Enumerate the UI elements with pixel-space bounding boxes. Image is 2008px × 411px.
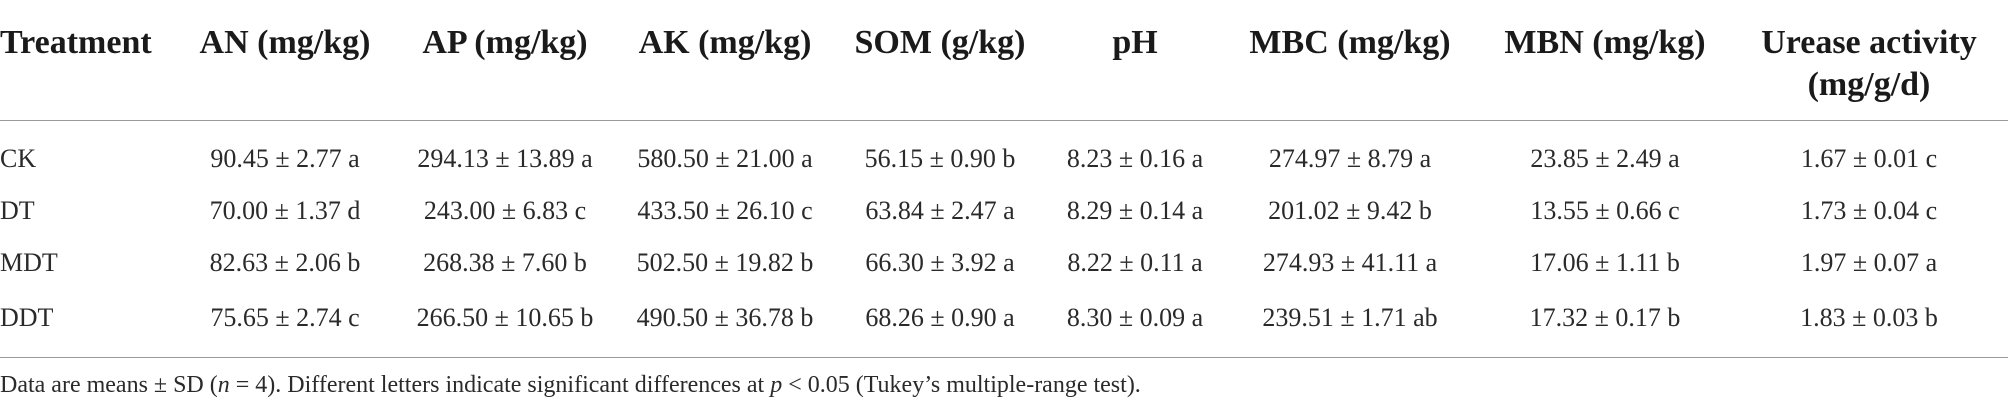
- cell-som: 56.15 ± 0.90 b: [864, 144, 1016, 173]
- cell-ak: 580.50 ± 21.00 a: [637, 144, 813, 173]
- data-table-container: Treatment AN (mg/kg) AP (mg/kg) AK (mg/k…: [0, 0, 2008, 358]
- header-treatment: Treatment: [0, 0, 180, 121]
- footnote-text-3: < 0.05 (Tukey’s multiple-range test).: [782, 372, 1141, 398]
- table-body: CK 90.45 ± 2.77 a 294.13 ± 13.89 a 580.5…: [0, 121, 2008, 358]
- cell-ph: 8.29 ± 0.14 a: [1066, 196, 1204, 225]
- table-footnote: Data are means ± SD (n = 4). Different l…: [0, 370, 1141, 400]
- table-row: DDT 75.65 ± 2.74 c 266.50 ± 10.65 b 490.…: [0, 289, 2008, 358]
- cell-ak: 502.50 ± 19.82 b: [636, 248, 814, 277]
- cell-treatment: CK: [0, 144, 37, 173]
- cell-an: 70.00 ± 1.37 d: [209, 196, 361, 225]
- cell-ak: 433.50 ± 26.10 c: [637, 196, 813, 225]
- table-row: MDT 82.63 ± 2.06 b 268.38 ± 7.60 b 502.5…: [0, 237, 2008, 289]
- header-ap: AP (mg/kg): [390, 0, 620, 121]
- cell-mbn: 23.85 ± 2.49 a: [1530, 144, 1680, 173]
- cell-ap: 294.13 ± 13.89 a: [417, 144, 593, 173]
- header-urease: Urease activity (mg/g/d): [1730, 0, 2008, 121]
- cell-ph: 8.22 ± 0.11 a: [1067, 248, 1203, 277]
- table-row: CK 90.45 ± 2.77 a 294.13 ± 13.89 a 580.5…: [0, 121, 2008, 186]
- cell-treatment: DT: [0, 196, 35, 225]
- cell-mbc: 239.51 ± 1.71 ab: [1220, 289, 1480, 358]
- cell-ph: 8.23 ± 0.16 a: [1066, 144, 1204, 173]
- cell-mbc: 201.02 ± 9.42 b: [1268, 196, 1432, 225]
- header-ph: pH: [1050, 0, 1220, 121]
- cell-an: 90.45 ± 2.77 a: [210, 144, 360, 173]
- footnote-n-symbol: n: [217, 372, 230, 398]
- cell-som: 68.26 ± 0.90 a: [830, 289, 1050, 358]
- table-row: DT 70.00 ± 1.37 d 243.00 ± 6.83 c 433.50…: [0, 185, 2008, 237]
- footnote-p-symbol: p: [770, 372, 783, 398]
- header-ak: AK (mg/kg): [620, 0, 830, 121]
- cell-ap: 243.00 ± 6.83 c: [423, 196, 587, 225]
- header-som: SOM (g/kg): [830, 0, 1050, 121]
- footnote-text-1: Data are means ± SD (: [0, 372, 218, 398]
- cell-treatment: DDT: [0, 289, 180, 358]
- cell-mbn: 13.55 ± 0.66 c: [1530, 196, 1680, 225]
- cell-ak: 490.50 ± 36.78 b: [620, 289, 830, 358]
- header-mbn: MBN (mg/kg): [1480, 0, 1730, 121]
- header-an: AN (mg/kg): [180, 0, 390, 121]
- cell-urease: 1.83 ± 0.03 b: [1730, 289, 2008, 358]
- cell-urease: 1.67 ± 0.01 c: [1800, 144, 1938, 173]
- cell-treatment: MDT: [0, 248, 58, 277]
- cell-som: 66.30 ± 3.92 a: [865, 248, 1015, 277]
- cell-ap: 268.38 ± 7.60 b: [423, 248, 587, 277]
- cell-mbc: 274.97 ± 8.79 a: [1268, 144, 1432, 173]
- cell-an: 82.63 ± 2.06 b: [209, 248, 361, 277]
- cell-mbn: 17.06 ± 1.11 b: [1530, 248, 1680, 277]
- cell-an: 75.65 ± 2.74 c: [180, 289, 390, 358]
- header-row: Treatment AN (mg/kg) AP (mg/kg) AK (mg/k…: [0, 0, 2008, 121]
- header-mbc: MBC (mg/kg): [1220, 0, 1480, 121]
- table-header: Treatment AN (mg/kg) AP (mg/kg) AK (mg/k…: [0, 0, 2008, 121]
- cell-mbn: 17.32 ± 0.17 b: [1480, 289, 1730, 358]
- cell-urease: 1.73 ± 0.04 c: [1800, 196, 1938, 225]
- cell-ph: 8.30 ± 0.09 a: [1050, 289, 1220, 358]
- cell-urease: 1.97 ± 0.07 a: [1800, 248, 1938, 277]
- cell-mbc: 274.93 ± 41.11 a: [1262, 248, 1438, 277]
- cell-som: 63.84 ± 2.47 a: [865, 196, 1015, 225]
- cell-ap: 266.50 ± 10.65 b: [390, 289, 620, 358]
- soil-properties-table: Treatment AN (mg/kg) AP (mg/kg) AK (mg/k…: [0, 0, 2008, 358]
- footnote-text-2: = 4). Different letters indicate signifi…: [229, 372, 771, 398]
